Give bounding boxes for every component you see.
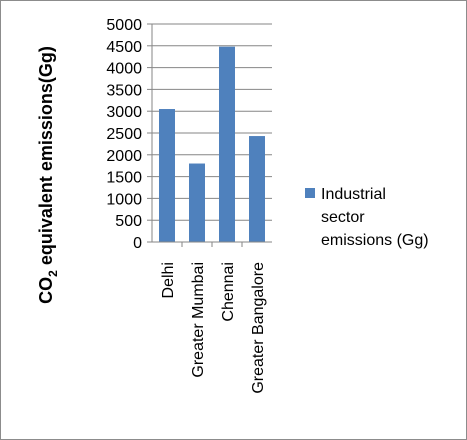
y-tick-label: 500: [115, 213, 142, 230]
x-category-labels: Delhi Greater Mumbai Chennai Greater Bangal…: [160, 262, 267, 394]
legend-label-line-2: sector: [321, 209, 365, 226]
bar-greater-bangalore: [249, 136, 265, 242]
bar-greater-mumbai: [189, 163, 205, 242]
y-tick-label: 3000: [106, 104, 142, 121]
y-tick-label: 2000: [106, 148, 142, 165]
y-tick-label: 2500: [106, 126, 142, 143]
legend-label-line-1: Industrial: [321, 186, 386, 203]
legend-label-line-3: emissions (Gg): [321, 232, 429, 249]
x-category-label: Greater Bangalore: [250, 262, 267, 394]
bar-delhi: [159, 109, 175, 243]
x-category-label: Greater Mumbai: [190, 262, 207, 378]
x-category-label: Chennai: [220, 262, 237, 322]
y-axis-label: CO2 equivalent emissions(Gg): [36, 46, 60, 304]
y-tick-label: 4500: [106, 39, 142, 56]
y-tick-label: 5000: [106, 17, 142, 34]
bar-chennai: [219, 46, 235, 243]
axes: [151, 24, 272, 243]
y-tick-label: 0: [133, 235, 142, 252]
y-tick-label: 1500: [106, 170, 142, 187]
y-tick-label: 3500: [106, 82, 142, 99]
bars: [159, 46, 265, 243]
x-category-label: Delhi: [160, 262, 177, 298]
y-tick-labels: 0 500 1000 1500 2000 2500 3000 3500 4000 4500 5000: [106, 17, 142, 252]
y-tick-label: 1000: [106, 191, 142, 208]
y-tick-label: 4000: [106, 61, 142, 78]
legend: Industrial sector emissions (Gg): [305, 186, 429, 249]
legend-swatch: [305, 188, 315, 198]
